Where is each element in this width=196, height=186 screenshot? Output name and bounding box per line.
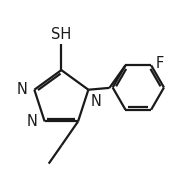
Text: N: N bbox=[90, 94, 101, 109]
Text: F: F bbox=[156, 56, 164, 71]
Text: SH: SH bbox=[51, 27, 72, 42]
Text: N: N bbox=[16, 82, 27, 97]
Text: N: N bbox=[26, 114, 37, 129]
